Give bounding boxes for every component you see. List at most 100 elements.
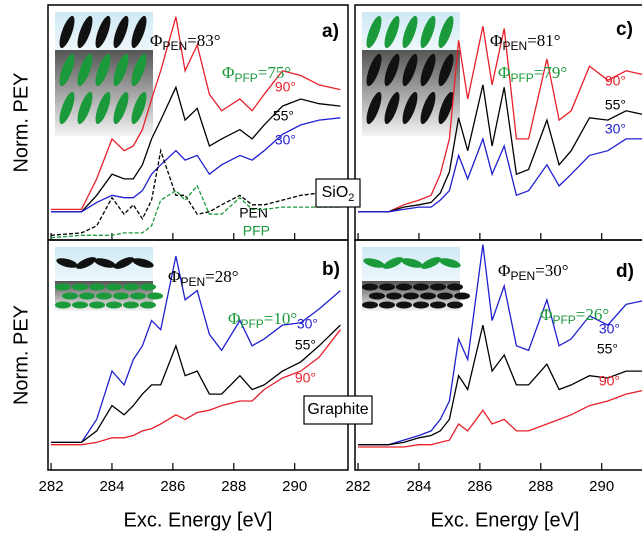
molecule [55,302,71,309]
series-label: 55° [605,97,626,113]
series-label: 30° [275,132,296,148]
molecule [379,302,395,309]
panel-label: a) [322,21,339,42]
phi-value: =28° [205,267,238,286]
phi: Φ [150,31,162,50]
phi: Φ [168,267,180,286]
substrate-name: Graphite [307,401,368,418]
y-axis-label: Norm. PEY [10,305,32,405]
inset [362,247,470,311]
molecule [430,302,446,309]
phi: Φ [498,261,510,280]
phi-sub: PEN [162,39,187,53]
angle-annotation: ΦPEN=81° [490,31,561,53]
molecule [437,293,453,300]
x-tick-label: 290 [282,478,307,495]
phi-sub: PFP [510,71,533,85]
phi: Φ [222,63,234,82]
molecule [447,302,463,309]
molecule [89,284,105,291]
series-label: 55° [273,108,294,124]
series-label: PFP [243,223,270,239]
series-label: 30° [605,121,626,137]
inset [362,12,460,136]
x-tick-label: 282 [39,478,64,495]
molecule [72,302,88,309]
spectrum [51,151,340,236]
angle-annotation: ΦPFP=79° [498,63,567,85]
angle-annotation: ΦPEN=28° [168,267,239,289]
phi-value: =83° [187,31,220,50]
inset [55,12,153,136]
phi-value: =79° [534,63,567,82]
phi-value: =81° [527,31,560,50]
molecule [147,293,163,300]
x-tick-label: 288 [221,478,246,495]
x-tick-label: 290 [589,478,614,495]
series-label: PEN [239,205,268,221]
x-tick-label: 284 [99,478,124,495]
phi: Φ [540,305,552,324]
molecule [386,293,402,300]
molecule [454,293,470,300]
molecule [72,284,88,291]
x-tick-label: 284 [406,478,431,495]
phi-sub: PEN [502,39,527,53]
molecule [79,293,95,300]
spectrum [358,390,642,448]
molecule [62,293,78,300]
phi-sub: PEN [510,269,535,283]
molecule [123,302,139,309]
series-label: 55° [597,341,618,357]
panel-label: c) [616,19,633,40]
x-tick-label: 282 [346,478,371,495]
phi-value: =10° [264,309,297,328]
molecule [396,302,412,309]
molecule [362,302,378,309]
phi-value: =26° [576,305,609,324]
x-axis-label: Exc. Energy [eV] [124,509,273,531]
molecule [96,293,112,300]
substrate-label: Graphite [307,401,368,418]
series-label: 90° [295,370,316,386]
angle-annotation: ΦPEN=30° [498,261,569,283]
molecule [430,284,446,291]
molecule [379,284,395,291]
molecule [123,284,139,291]
substrate-sub: 2 [348,192,354,204]
molecule [130,293,146,300]
figure: 90°55°30°PENPFPΦPEN=83°ΦPFP=75°a)Norm. P… [0,0,642,536]
phi-sub: PFP [240,317,263,331]
phi: Φ [228,309,240,328]
series-label: 90° [605,73,626,89]
molecule [55,284,71,291]
molecule [420,293,436,300]
phi-value: =30° [535,261,568,280]
x-tick-label: 286 [160,478,185,495]
molecule [140,284,156,291]
spectrum [358,139,642,212]
panel-label: b) [322,259,340,280]
panel-label: d) [616,261,634,282]
molecule [396,284,412,291]
phi: Φ [490,31,502,50]
molecule [369,293,385,300]
series-label: 55° [295,337,316,353]
molecule [413,284,429,291]
x-tick-label: 288 [528,478,553,495]
phi-sub: PFP [234,71,257,85]
series-label: 30° [297,316,318,332]
series-label: 90° [599,373,620,389]
molecule [413,302,429,309]
molecule [106,302,122,309]
molecule [89,302,105,309]
phi: Φ [498,63,510,82]
molecule [447,284,463,291]
phi-sub: PEN [180,275,205,289]
molecule [403,293,419,300]
molecule [106,284,122,291]
molecule [140,302,156,309]
substrate-name: SiO [322,184,349,201]
molecule [362,284,378,291]
phi-value: =75° [258,63,291,82]
